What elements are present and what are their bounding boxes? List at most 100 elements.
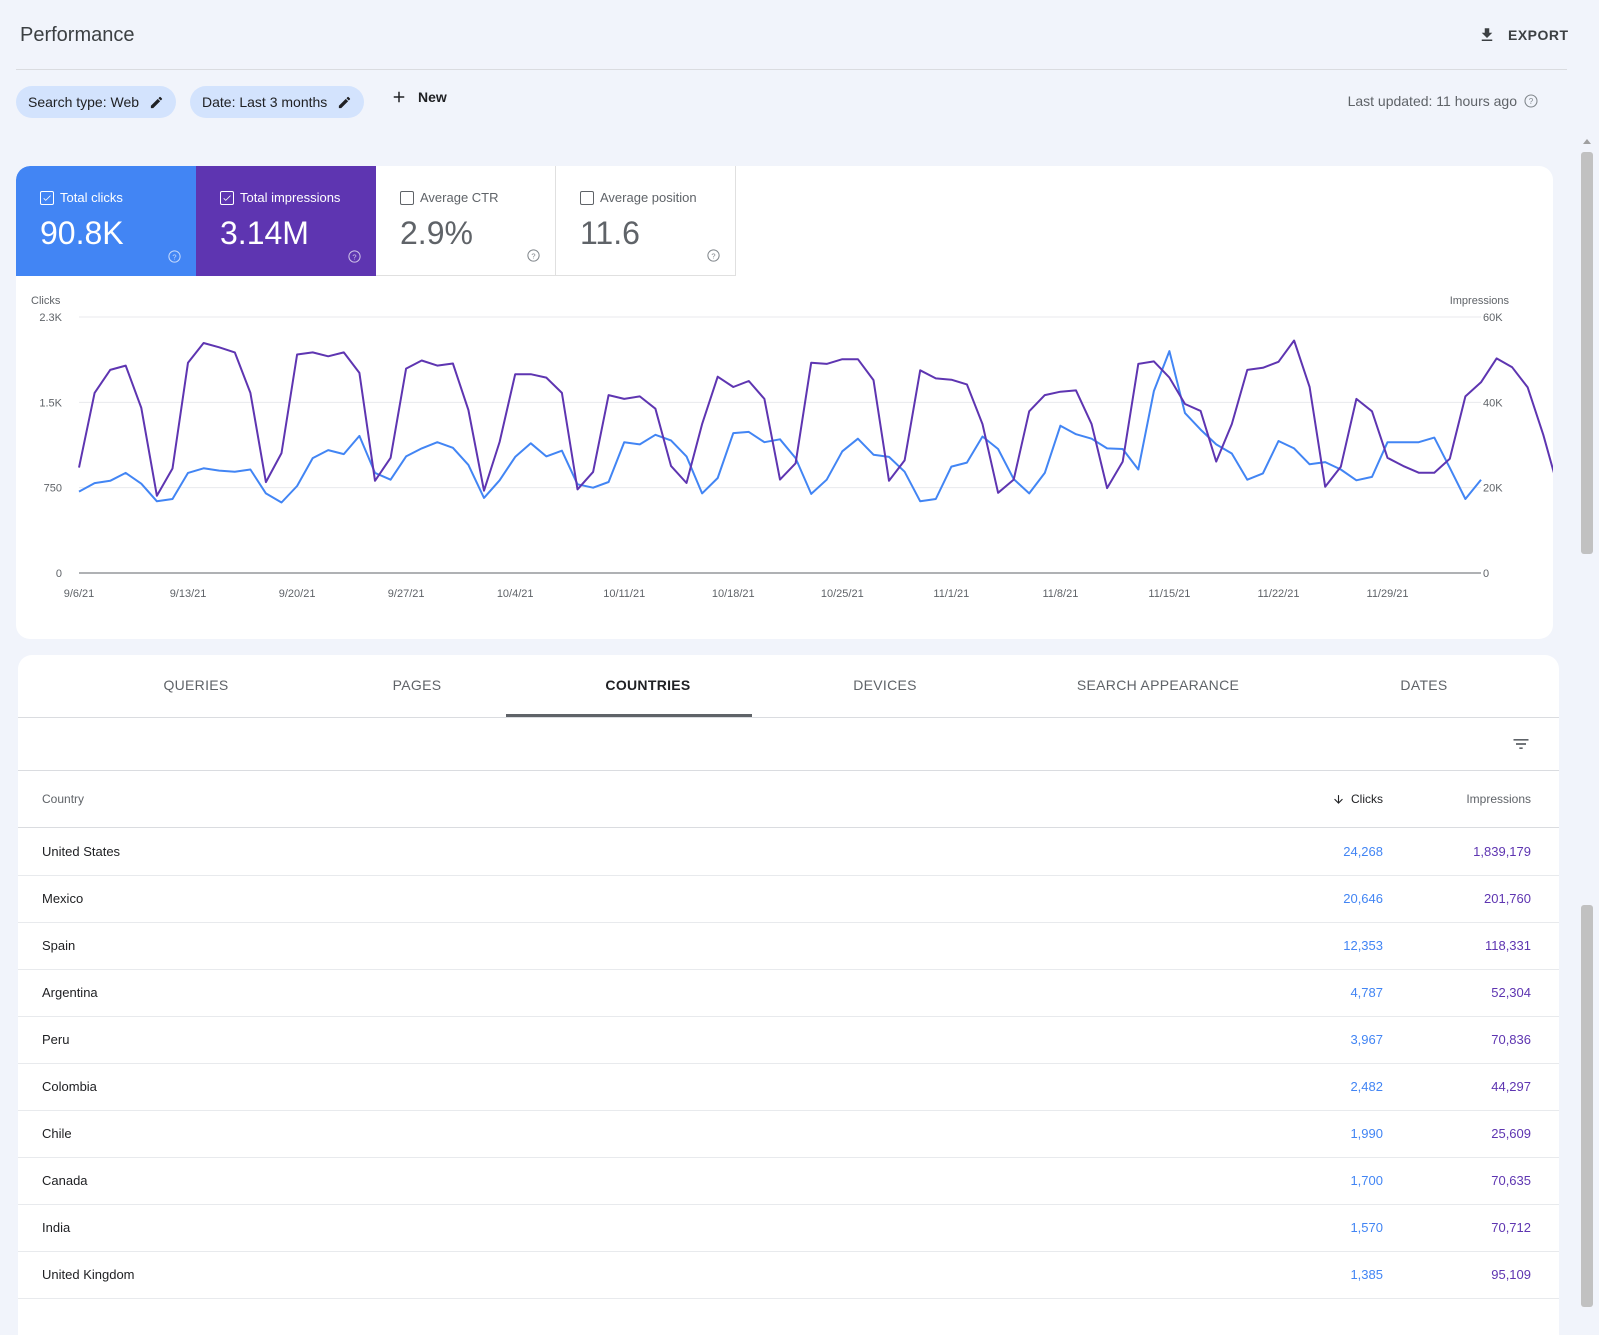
svg-text:?: ?	[1529, 97, 1534, 106]
metric-average-position[interactable]: Average position 11.6 ?	[556, 166, 736, 276]
page-title: Performance	[20, 24, 135, 46]
date-chip[interactable]: Date: Last 3 months	[190, 86, 365, 118]
cell-country: Canada	[42, 1173, 88, 1188]
plus-icon	[393, 91, 405, 103]
column-header-clicks-label: Clicks	[1351, 792, 1383, 806]
cell-clicks: 1,700	[1350, 1173, 1383, 1188]
cell-country: Colombia	[42, 1079, 97, 1094]
tab-devices[interactable]: DEVICES	[853, 677, 917, 693]
cell-clicks: 24,268	[1343, 844, 1383, 859]
cell-country: Chile	[42, 1126, 72, 1141]
tab-countries[interactable]: COUNTRIES	[605, 677, 691, 693]
x-tick-label: 10/18/21	[712, 588, 755, 600]
x-tick-label: 11/29/21	[1367, 588, 1409, 600]
y-left-tick-label: 0	[56, 568, 62, 580]
page-header: Performance EXPORT	[0, 0, 1599, 70]
help-icon[interactable]: ?	[167, 249, 182, 264]
help-icon[interactable]: ?	[526, 248, 541, 263]
cell-clicks: 1,570	[1350, 1220, 1383, 1235]
y-right-tick-label: 20K	[1483, 483, 1503, 495]
scrollbar-thumb[interactable]	[1581, 152, 1593, 554]
tab-queries[interactable]: QUERIES	[163, 677, 229, 693]
download-icon	[1481, 28, 1493, 41]
date-label: Date: Last 3 months	[202, 94, 328, 110]
pencil-icon	[150, 96, 163, 108]
table-row[interactable]: Colombia 2,482 44,297	[18, 1063, 1559, 1111]
export-button[interactable]: EXPORT	[1478, 26, 1569, 44]
performance-card: Total clicks 90.8K ? Total impressions 3…	[16, 166, 1553, 639]
cell-clicks: 4,787	[1350, 985, 1383, 1000]
y-left-tick-label: 1.5K	[39, 397, 62, 409]
last-updated-text: Last updated: 11 hours ago	[1347, 93, 1517, 109]
cell-impressions: 25,609	[1491, 1126, 1531, 1141]
pencil-icon	[339, 96, 351, 108]
table-row[interactable]: Mexico 20,646 201,760	[18, 875, 1559, 923]
help-icon[interactable]: ?	[1523, 93, 1539, 109]
scrollbar-thumb-inner[interactable]	[1581, 905, 1593, 1307]
metric-value: 11.6	[580, 215, 640, 251]
svg-text:?: ?	[172, 252, 176, 261]
metric-total-clicks[interactable]: Total clicks 90.8K ?	[16, 166, 196, 276]
x-tick-label: 9/13/21	[170, 588, 207, 600]
help-icon[interactable]: ?	[347, 249, 362, 264]
arrow-down-icon	[1334, 794, 1343, 804]
table-row[interactable]: Peru 3,967 70,836	[18, 1016, 1559, 1064]
cell-country: Argentina	[42, 985, 98, 1000]
y-left-axis-title: Clicks	[31, 295, 61, 307]
table-row[interactable]: Chile 1,990 25,609	[18, 1110, 1559, 1158]
table-row[interactable]: Spain 12,353 118,331	[18, 922, 1559, 970]
checkbox-checked-icon[interactable]	[40, 190, 54, 205]
svg-text:?: ?	[352, 252, 356, 261]
cell-clicks: 12,353	[1343, 938, 1383, 953]
y-right-tick-label: 60K	[1483, 312, 1503, 324]
cell-country: United States	[42, 844, 121, 859]
y-right-axis-title: Impressions	[1450, 295, 1510, 307]
checkbox-checked-icon[interactable]	[220, 190, 234, 205]
svg-text:?: ?	[531, 251, 535, 260]
table-header: Country Clicks Impressions	[18, 771, 1559, 828]
tab-pages[interactable]: PAGES	[392, 677, 442, 693]
x-tick-label: 11/22/21	[1257, 588, 1299, 600]
x-tick-label: 11/8/21	[1042, 588, 1078, 600]
cell-impressions: 44,297	[1491, 1079, 1531, 1094]
cell-clicks: 3,967	[1350, 1032, 1383, 1047]
column-header-impressions[interactable]: Impressions	[1466, 792, 1531, 806]
cell-impressions: 118,331	[1484, 938, 1531, 953]
new-filter-button[interactable]: New	[390, 88, 447, 106]
tab-dates[interactable]: DATES	[1400, 677, 1448, 693]
scroll-up-arrow-icon[interactable]	[1582, 137, 1592, 145]
tab-search-appearance[interactable]: SEARCH APPEARANCE	[1076, 677, 1240, 693]
help-icon[interactable]: ?	[706, 248, 721, 263]
cell-impressions: 70,635	[1491, 1173, 1531, 1188]
active-tab-indicator	[506, 714, 752, 717]
cell-impressions: 1,839,179	[1473, 844, 1531, 859]
cell-clicks: 1,385	[1350, 1267, 1383, 1282]
metric-value: 2.9%	[400, 215, 473, 251]
y-right-tick-label: 0	[1483, 568, 1489, 580]
x-tick-label: 10/11/21	[603, 588, 645, 600]
metric-total-impressions[interactable]: Total impressions 3.14M ?	[196, 166, 376, 276]
x-tick-label: 11/1/21	[933, 588, 969, 600]
table-row[interactable]: United Kingdom 1,385 95,109	[18, 1251, 1559, 1299]
checkbox-unchecked-icon[interactable]	[400, 190, 414, 205]
search-type-chip[interactable]: Search type: Web	[16, 86, 177, 118]
checkbox-unchecked-icon[interactable]	[580, 190, 594, 205]
column-header-country[interactable]: Country	[42, 792, 85, 806]
cell-country: Mexico	[42, 891, 84, 906]
dimension-tabs: QUERIES PAGES COUNTRIES DEVICES SEARCH A…	[18, 655, 1559, 718]
performance-chart: 0 0 750 20K 1.5K 40K 2.3K 60K Clicks Impressions 9…	[31, 295, 1553, 600]
export-label: EXPORT	[1508, 27, 1569, 43]
metric-value: 3.14M	[220, 215, 309, 251]
x-tick-label: 10/4/21	[497, 588, 534, 600]
column-header-clicks[interactable]: Clicks	[1332, 792, 1383, 806]
table-row[interactable]: United States 24,268 1,839,179	[18, 828, 1559, 876]
table-row[interactable]: Argentina 4,787 52,304	[18, 969, 1559, 1017]
table-row[interactable]: Canada 1,700 70,635	[18, 1157, 1559, 1205]
cell-country: United Kingdom	[42, 1267, 135, 1282]
filter-icon[interactable]	[1511, 734, 1531, 754]
metric-average-ctr[interactable]: Average CTR 2.9% ?	[376, 166, 556, 276]
table-row[interactable]: India 1,570 70,712	[18, 1204, 1559, 1252]
new-filter-label: New	[418, 89, 447, 105]
x-tick-label: 11/15/21	[1148, 588, 1190, 600]
cell-country: Peru	[42, 1032, 70, 1047]
